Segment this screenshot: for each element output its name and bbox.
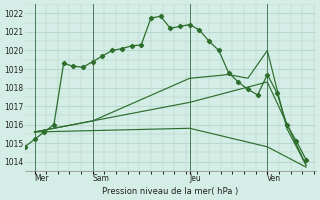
X-axis label: Pression niveau de la mer( hPa ): Pression niveau de la mer( hPa ) — [102, 187, 238, 196]
